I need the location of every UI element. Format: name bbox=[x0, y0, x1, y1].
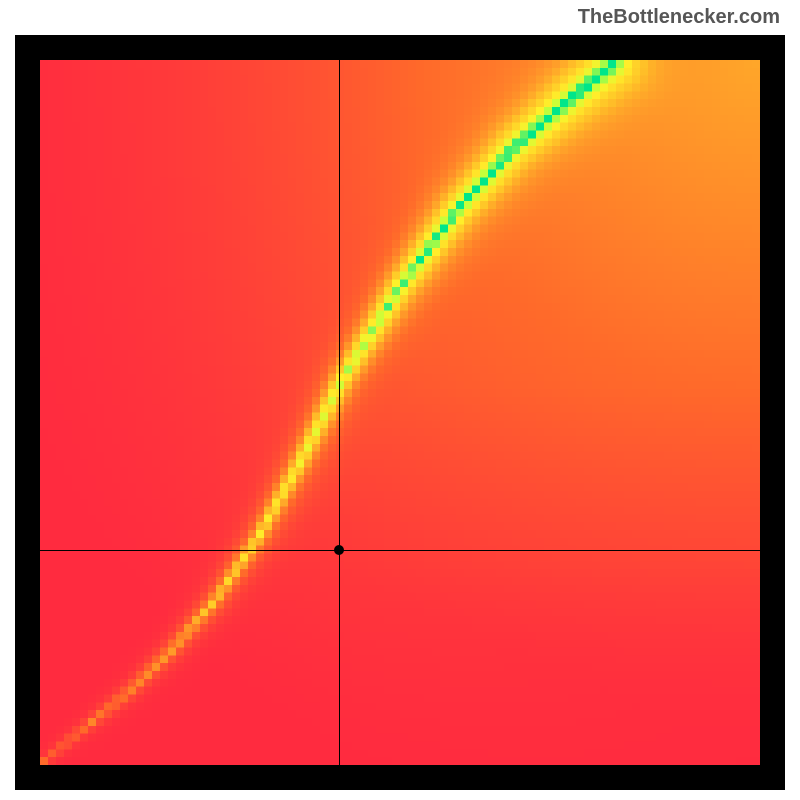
heatmap-canvas bbox=[40, 60, 760, 765]
attribution-text: TheBottlenecker.com bbox=[578, 6, 780, 29]
chart-outer bbox=[15, 35, 785, 790]
plot-area bbox=[40, 60, 760, 765]
container: TheBottlenecker.com bbox=[0, 0, 800, 800]
